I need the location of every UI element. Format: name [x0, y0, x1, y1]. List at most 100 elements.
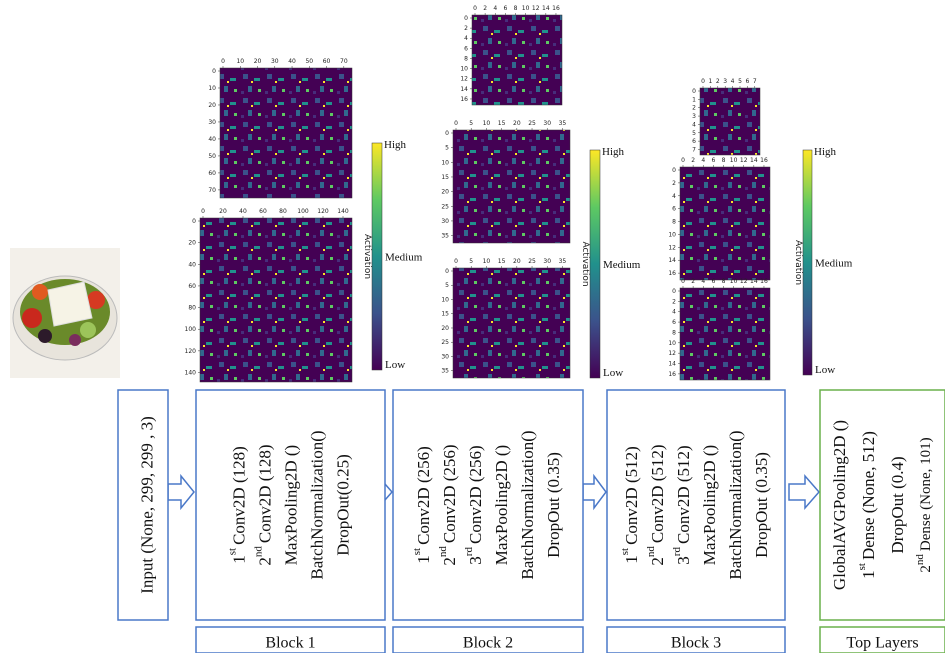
- activation-map: [679, 287, 771, 381]
- layer-ordinal: 1: [229, 555, 248, 564]
- x-tick-label: 8: [722, 157, 726, 164]
- y-tick-label: 1: [692, 96, 696, 103]
- y-tick-label: 2: [672, 180, 676, 187]
- layer-ordinal-suffix: nd: [914, 554, 926, 566]
- layer-text: Conv2D (512): [674, 445, 693, 544]
- x-tick-label: 0: [681, 157, 685, 164]
- block-title-box: [195, 626, 386, 653]
- x-tick-label: 3: [723, 78, 727, 85]
- layer-ordinal: 2: [440, 557, 459, 566]
- layer-text: GlobalAVGPooling2D (): [830, 420, 849, 590]
- layer-label: 1st Conv2D (128): [227, 446, 249, 564]
- layer-text: Dense (None, 512): [859, 431, 878, 560]
- x-tick-label: 4: [731, 78, 735, 85]
- block-title-box: [606, 626, 786, 653]
- food-photo: [10, 248, 120, 378]
- x-tick-label: 8: [514, 5, 518, 12]
- y-tick-label: 30: [441, 353, 449, 360]
- y-tick-label: 2: [672, 298, 676, 305]
- colorbar-high: High: [384, 139, 407, 151]
- x-tick-label: 35: [559, 258, 567, 265]
- layer-ordinal: 3: [466, 556, 485, 565]
- layer-label: 2nd Conv2D (512): [645, 444, 667, 565]
- x-tick-label: 30: [543, 120, 551, 127]
- layer-text: Conv2D (256): [414, 446, 433, 545]
- layer-label: 1st Conv2D (512): [619, 446, 641, 564]
- layer-label: 2nd Dense (None, 101): [914, 437, 934, 572]
- x-tick-label: 6: [711, 278, 715, 285]
- layer-label: BatchNormalization(): [726, 430, 745, 579]
- y-tick-label: 5: [445, 145, 449, 152]
- layer-text: BatchNormalization(): [307, 430, 326, 579]
- x-tick-label: 80: [279, 208, 287, 215]
- x-tick-label: 4: [493, 5, 497, 12]
- x-tick-label: 2: [691, 278, 695, 285]
- x-tick-label: 14: [542, 5, 550, 12]
- y-tick-label: 16: [668, 371, 676, 378]
- x-tick-label: 100: [297, 208, 309, 215]
- layer-label: 1st Dense (None, 512): [856, 431, 878, 579]
- layer-ordinal: 3: [674, 556, 693, 565]
- layer-label: 2nd Conv2D (256): [437, 444, 459, 565]
- x-tick-label: 5: [469, 258, 473, 265]
- y-tick-label: 16: [460, 96, 468, 103]
- y-tick-label: 25: [441, 203, 449, 210]
- x-tick-label: 30: [543, 258, 551, 265]
- x-tick-label: 15: [498, 120, 506, 127]
- x-tick-label: 20: [219, 208, 227, 215]
- block-title-box: [819, 626, 945, 653]
- y-tick-label: 8: [464, 55, 468, 62]
- y-tick-label: 6: [672, 319, 676, 326]
- block-title-box: [392, 626, 584, 653]
- y-tick-label: 20: [441, 325, 449, 332]
- x-tick-label: 15: [498, 258, 506, 265]
- layer-text: MaxPooling2D (): [281, 445, 300, 565]
- layer-text: Conv2D (512): [648, 444, 667, 543]
- x-tick-label: 0: [221, 58, 225, 65]
- colorbar: [371, 142, 383, 371]
- y-tick-label: 10: [441, 296, 449, 303]
- block-box: [606, 389, 786, 621]
- colorbar-medium: Medium: [385, 252, 423, 264]
- x-tick-label: 0: [473, 5, 477, 12]
- y-tick-label: 12: [668, 244, 676, 251]
- x-tick-label: 12: [740, 157, 748, 164]
- x-tick-label: 4: [701, 278, 705, 285]
- y-tick-label: 60: [188, 283, 196, 290]
- block-title: Block 1: [265, 635, 315, 652]
- y-tick-label: 0: [212, 68, 216, 75]
- layer-ordinal-suffix: nd: [437, 546, 449, 558]
- layer-ordinal-suffix: st: [856, 563, 868, 570]
- x-tick-label: 14: [750, 157, 758, 164]
- layer-label: DropOut (0.4): [888, 456, 907, 553]
- x-tick-label: 16: [760, 157, 768, 164]
- x-tick-label: 10: [522, 5, 530, 12]
- y-tick-label: 4: [672, 193, 676, 200]
- x-tick-label: 140: [337, 208, 349, 215]
- x-tick-label: 40: [288, 58, 296, 65]
- y-tick-label: 20: [208, 102, 216, 109]
- y-tick-label: 25: [441, 339, 449, 346]
- x-tick-label: 6: [711, 157, 715, 164]
- colorbar: [802, 149, 813, 376]
- activation-map: [219, 67, 353, 199]
- y-tick-label: 50: [208, 153, 216, 160]
- y-tick-label: 35: [441, 368, 449, 375]
- y-tick-label: 6: [464, 45, 468, 52]
- colorbar-low: Low: [815, 364, 835, 376]
- y-tick-label: 40: [208, 136, 216, 143]
- x-tick-label: 70: [340, 58, 348, 65]
- colorbar: [589, 149, 601, 379]
- colorbar-medium: Medium: [603, 259, 641, 271]
- y-tick-label: 40: [188, 261, 196, 268]
- x-tick-label: 60: [259, 208, 267, 215]
- layer-text: Conv2D (256): [466, 445, 485, 544]
- layer-ordinal: 1: [859, 570, 878, 579]
- x-tick-label: 2: [716, 78, 720, 85]
- x-tick-label: 2: [691, 157, 695, 164]
- input-label: Input (None, 299, 299 , 3): [138, 416, 157, 594]
- x-tick-label: 8: [722, 278, 726, 285]
- y-tick-label: 2: [692, 105, 696, 112]
- layer-text: BatchNormalization(): [726, 430, 745, 579]
- y-tick-label: 6: [692, 138, 696, 145]
